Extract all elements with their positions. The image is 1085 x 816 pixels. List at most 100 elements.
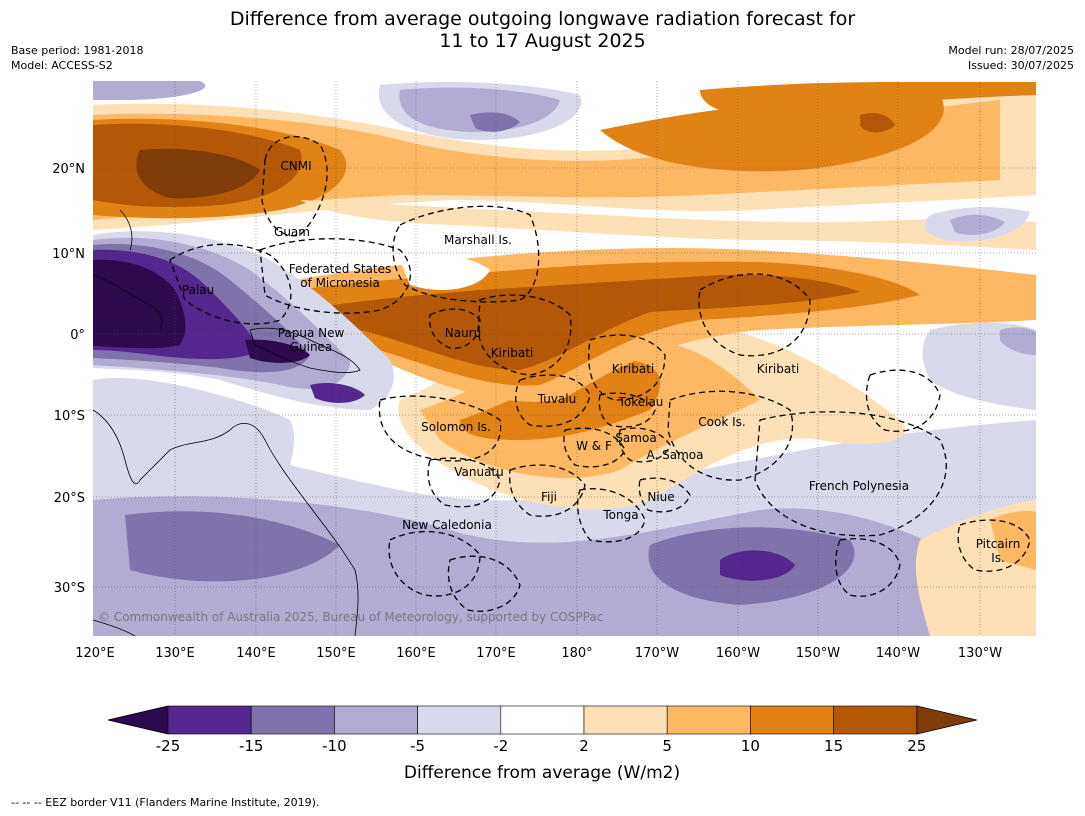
place-fiji: Fiji xyxy=(541,490,557,504)
lat-tick: 10°N xyxy=(52,247,85,262)
place-png-line2: Guinea xyxy=(290,340,333,354)
place-kiribati-gilbert: Kiribati xyxy=(491,346,533,360)
colorbar-segment xyxy=(250,705,335,735)
lat-tick: 10°S xyxy=(54,409,85,424)
colorbar-tick-label: 25 xyxy=(907,737,926,755)
place-tonga: Tonga xyxy=(602,508,638,522)
place-marshall: Marshall Is. xyxy=(444,233,512,247)
eez-austral xyxy=(835,538,901,597)
colorbar-tick-label: 2 xyxy=(579,737,589,755)
colorbar-tick-label: -5 xyxy=(410,737,425,755)
place-fsm-line1: Federated States xyxy=(289,262,391,276)
new-guinea-coast xyxy=(249,327,361,374)
eez-kiribati-line xyxy=(698,273,811,357)
place-palau: Palau xyxy=(182,283,214,297)
place-png-line1: Papua New xyxy=(278,326,345,340)
place-kiribati-phoenix: Kiribati xyxy=(612,362,654,376)
place-guam: Guam xyxy=(274,225,310,239)
place-pitcairn-line2: Is. xyxy=(991,551,1005,565)
eez-kiribati-phoenix xyxy=(588,334,666,401)
copyright-notice: © Commonwealth of Australia 2025, Bureau… xyxy=(98,610,603,624)
lon-tick: 170°W xyxy=(635,646,679,661)
place-fsm-line2: of Micronesia xyxy=(300,276,380,290)
model-name: Model: ACCESS-S2 xyxy=(11,59,113,72)
anomaly-field xyxy=(93,81,1036,636)
colorbar-tick-label: -15 xyxy=(239,737,264,755)
eez-niue xyxy=(638,477,691,513)
place-tuvalu: Tuvalu xyxy=(537,392,577,406)
longitude-ticks: 120°E 130°E 140°E 150°E 160°E 170°E 180°… xyxy=(75,646,1002,661)
lat-tick: 20°N xyxy=(52,162,85,177)
lat-tick: 20°S xyxy=(54,491,85,506)
eez-wallis-futuna xyxy=(563,427,626,468)
colorbar-tick-label: -2 xyxy=(493,737,508,755)
eez-micronesia xyxy=(259,238,411,314)
lon-tick: 120°E xyxy=(75,646,115,661)
colorbar-tick-label: 10 xyxy=(741,737,760,755)
eez-nauru xyxy=(429,308,481,349)
coastlines xyxy=(93,209,361,636)
place-wallis-futuna: W & F xyxy=(576,439,612,453)
colorbar-title: Difference from average (W/m2) xyxy=(404,763,680,783)
eez-new-caledonia xyxy=(388,530,481,597)
lon-tick: 130°W xyxy=(958,646,1002,661)
lon-tick: 160°W xyxy=(716,646,760,661)
place-samoa: Samoa xyxy=(615,431,656,445)
lat-tick: 0° xyxy=(70,328,85,343)
lon-tick: 150°E xyxy=(316,646,356,661)
indonesia-coast xyxy=(93,274,163,331)
eez-pitcairn xyxy=(957,519,1031,572)
colorbar-segment xyxy=(500,705,585,735)
model-run: Model run: 28/07/2025 xyxy=(948,44,1074,57)
place-tokelau: Tokelau xyxy=(618,395,664,409)
colorbar-tick-label: -25 xyxy=(156,737,181,755)
lon-tick: 140°W xyxy=(876,646,920,661)
eez-french-polynesia xyxy=(754,411,947,537)
eez-marshall xyxy=(392,205,540,303)
eez-kiribati-west xyxy=(477,294,572,376)
philippines-coast xyxy=(119,209,133,251)
place-labels: CNMI Guam Marshall Is. Federated States … xyxy=(182,159,1020,565)
eez-vanuatu xyxy=(427,457,501,508)
meta-left: Base period: 1981-2018 Model: ACCESS-S2 xyxy=(11,43,143,73)
tasmania-coast xyxy=(93,619,136,636)
title-line-2: 11 to 17 August 2025 xyxy=(439,30,646,52)
place-vanuatu: Vanuatu xyxy=(454,465,504,479)
lon-tick: 170°E xyxy=(476,646,516,661)
lat-tick: 30°S xyxy=(54,581,85,596)
colorbar-extend-max xyxy=(916,705,977,735)
colorbar-tick-label: -10 xyxy=(322,737,347,755)
lon-tick: 160°E xyxy=(396,646,436,661)
colorbar-segment xyxy=(334,705,418,735)
lon-tick: 180° xyxy=(561,646,592,661)
colorbar-segment xyxy=(417,705,502,735)
colorbar-segment xyxy=(583,705,668,735)
eez-solomon xyxy=(378,395,502,462)
eez-tokelau xyxy=(598,392,656,428)
eez-footnote: -- -- -- EEZ border V11 (Flanders Marine… xyxy=(11,796,320,809)
place-french-polynesia: French Polynesia xyxy=(809,479,909,493)
eez-norfolk xyxy=(447,555,521,612)
colorbar-tick-label: 15 xyxy=(824,737,843,755)
colorbar-tick-label: 5 xyxy=(662,737,672,755)
title-line-1: Difference from average outgoing longwav… xyxy=(229,8,856,30)
australia-coast xyxy=(93,409,359,636)
place-new-caledonia: New Caledonia xyxy=(402,518,492,532)
eez-fiji xyxy=(509,464,586,517)
place-pitcairn-line1: Pitcairn xyxy=(976,537,1021,551)
place-niue: Niue xyxy=(647,490,674,504)
graticule xyxy=(93,81,1036,636)
place-cnmi: CNMI xyxy=(280,159,311,173)
colorbar-segment xyxy=(833,705,918,735)
chart-title: Difference from average outgoing longwav… xyxy=(0,8,1085,52)
colorbar-segment xyxy=(666,705,751,735)
place-american-samoa: A. Samoa xyxy=(647,448,704,462)
lon-tick: 140°E xyxy=(236,646,276,661)
place-cook: Cook Is. xyxy=(698,415,745,429)
colorbar-segment xyxy=(167,705,252,735)
place-solomon: Solomon Is. xyxy=(421,420,491,434)
colorbar-extend-min xyxy=(107,705,169,735)
lon-tick: 150°W xyxy=(796,646,840,661)
issued-date: Issued: 30/07/2025 xyxy=(967,59,1074,72)
